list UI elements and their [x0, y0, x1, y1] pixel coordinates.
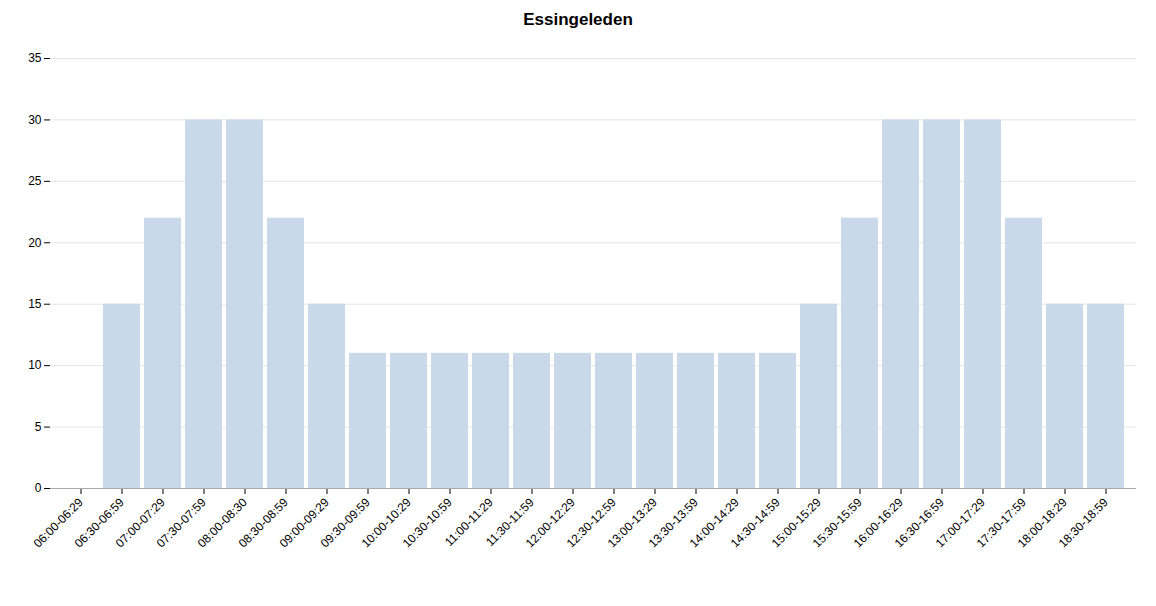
svg-text:16:30-16:59: 16:30-16:59: [891, 495, 947, 551]
svg-text:10:00-10:29: 10:00-10:29: [358, 495, 414, 551]
svg-text:15: 15: [28, 297, 42, 311]
svg-text:08:30-08:59: 08:30-08:59: [235, 495, 291, 551]
svg-text:18:00-18:29: 18:00-18:29: [1014, 495, 1070, 551]
svg-text:09:00-09:29: 09:00-09:29: [276, 495, 332, 551]
svg-text:09:30-09:59: 09:30-09:59: [317, 495, 373, 551]
svg-text:16:00-16:29: 16:00-16:29: [850, 495, 906, 551]
html-text:Essingeleden: Essingeleden: [523, 10, 633, 29]
svg-text:17:30-17:59: 17:30-17:59: [973, 495, 1029, 551]
svg-text:18:30-18:59: 18:30-18:59: [1056, 495, 1111, 550]
svg-text:13:00-13:29: 13:00-13:29: [604, 495, 660, 551]
svg-text:07:30-07:59: 07:30-07:59: [153, 495, 209, 551]
svg-text:06:30-06:59: 06:30-06:59: [71, 495, 127, 551]
svg-text:30: 30: [28, 113, 42, 127]
svg-text:20: 20: [28, 236, 42, 250]
svg-text:17:00-17:29: 17:00-17:29: [932, 495, 988, 551]
svg-text:35: 35: [28, 51, 42, 65]
svg-text:10: 10: [28, 358, 42, 372]
svg-text:25: 25: [28, 174, 42, 188]
svg-text:08:00-08:30: 08:00-08:30: [194, 495, 250, 551]
svg-text:12:00-12:29: 12:00-12:29: [522, 495, 578, 551]
svg-text:10:30-10:59: 10:30-10:59: [399, 495, 455, 551]
svg-text:15:00-15:29: 15:00-15:29: [768, 495, 824, 551]
svg-text:11:00-11:29: 11:00-11:29: [441, 495, 496, 550]
svg-text:5: 5: [35, 420, 42, 434]
svg-text:12:30-12:59: 12:30-12:59: [563, 495, 619, 551]
svg-text:07:00-07:29: 07:00-07:29: [112, 495, 168, 551]
svg-text:13:30-13:59: 13:30-13:59: [645, 495, 701, 551]
svg-text:0: 0: [35, 481, 42, 495]
svg-text:14:00-14:29: 14:00-14:29: [686, 495, 742, 551]
svg-text:11:30-11:59: 11:30-11:59: [482, 495, 537, 550]
svg-text:15:30-15:59: 15:30-15:59: [809, 495, 865, 551]
svg-text:14:30-14:59: 14:30-14:59: [727, 495, 783, 551]
svg-text:06:00-06:29: 06:00-06:29: [30, 495, 86, 551]
